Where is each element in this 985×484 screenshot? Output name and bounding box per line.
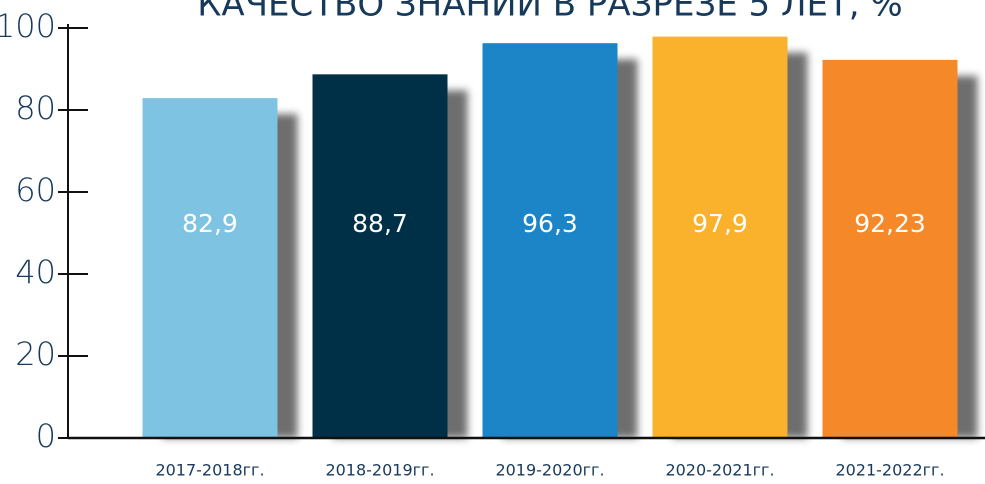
y-tick-label: 0: [36, 417, 56, 455]
chart-title: КАЧЕСТВО ЗНАНИЙ В РАЗРЕЗЕ 5 ЛЕТ, %: [197, 0, 902, 25]
y-tick-label: 100: [0, 7, 56, 45]
value-label: 96,3: [522, 209, 578, 238]
y-tick-label: 60: [15, 171, 56, 209]
value-label: 97,9: [692, 209, 748, 238]
bar: [142, 98, 278, 439]
bar: [652, 36, 788, 439]
x-tick-label: 2018-2019гг.: [325, 461, 434, 480]
y-tick-label: 40: [15, 253, 56, 291]
x-tick-label: 2019-2020гг.: [495, 461, 604, 480]
x-tick-label: 2021-2022гг.: [835, 461, 944, 480]
bar: [822, 59, 958, 439]
value-label: 88,7: [352, 209, 408, 238]
y-tick-label: 80: [15, 89, 56, 127]
bar: [312, 74, 448, 438]
value-label: 82,9: [182, 209, 238, 238]
value-label: 92,23: [854, 209, 926, 238]
x-tick-label: 2020-2021гг.: [665, 461, 774, 480]
y-tick-label: 20: [15, 335, 56, 373]
x-tick-label: 2017-2018гг.: [155, 461, 264, 480]
bar: [482, 43, 618, 439]
